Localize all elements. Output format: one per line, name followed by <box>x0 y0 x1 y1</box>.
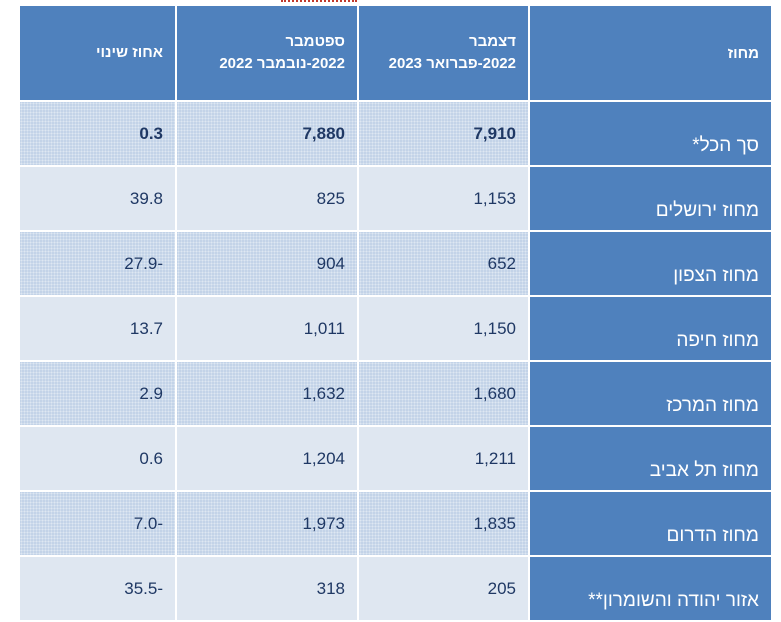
cell-district: מחוז המרכז <box>528 360 773 427</box>
cell-curr: 1,680 <box>357 360 530 427</box>
cell-prev: 1,632 <box>175 360 359 427</box>
cell-district: מחוז ירושלים <box>528 165 773 232</box>
top-decoration-mark <box>281 0 357 5</box>
header-period-previous-line2: 2022-נובמבר 2022 <box>219 55 345 72</box>
table-row-total: 0.3 7,880 7,910 סך הכל* <box>18 100 773 167</box>
cell-curr: 7,910 <box>357 100 530 167</box>
header-change-pct: אחוז שינוי <box>18 4 177 102</box>
cell-district: מחוז חיפה <box>528 295 773 362</box>
cell-district: מחוז תל אביב <box>528 425 773 492</box>
cell-change: 0.3 <box>18 100 177 167</box>
cell-prev: 825 <box>175 165 359 232</box>
cell-curr: 1,835 <box>357 490 530 557</box>
header-period-current-line1: דצמבר <box>469 33 516 50</box>
cell-curr: 1,153 <box>357 165 530 232</box>
cell-change: 27.9- <box>18 230 177 297</box>
header-period-current-line2: 2022-פברואר 2023 <box>388 55 516 72</box>
cell-curr: 1,211 <box>357 425 530 492</box>
cell-curr: 1,150 <box>357 295 530 362</box>
cell-district: מחוז הדרום <box>528 490 773 557</box>
header-row: אחוז שינוי ספטמבר 2022-נובמבר 2022 דצמבר… <box>18 4 773 102</box>
header-period-previous-line1: ספטמבר <box>285 33 345 50</box>
cell-district: סך הכל* <box>528 100 773 167</box>
cell-prev: 318 <box>175 555 359 622</box>
cell-curr: 205 <box>357 555 530 622</box>
table-row: 0.6 1,204 1,211 מחוז תל אביב <box>18 425 773 492</box>
cell-prev: 1,011 <box>175 295 359 362</box>
header-district: מחוז <box>528 4 773 102</box>
cell-change: 2.9 <box>18 360 177 427</box>
table-row: 2.9 1,632 1,680 מחוז המרכז <box>18 360 773 427</box>
cell-prev: 1,204 <box>175 425 359 492</box>
cell-district: אזור יהודה והשומרון** <box>528 555 773 622</box>
table-row: 13.7 1,011 1,150 מחוז חיפה <box>18 295 773 362</box>
table-row: 7.0- 1,973 1,835 מחוז הדרום <box>18 490 773 557</box>
cell-change: 13.7 <box>18 295 177 362</box>
table-row: 39.8 825 1,153 מחוז ירושלים <box>18 165 773 232</box>
table-row: 35.5- 318 205 אזור יהודה והשומרון** <box>18 555 773 622</box>
cell-change: 39.8 <box>18 165 177 232</box>
table-row: 27.9- 904 652 מחוז הצפון <box>18 230 773 297</box>
cell-prev: 904 <box>175 230 359 297</box>
district-data-table: אחוז שינוי ספטמבר 2022-נובמבר 2022 דצמבר… <box>18 4 773 622</box>
cell-prev: 7,880 <box>175 100 359 167</box>
cell-curr: 652 <box>357 230 530 297</box>
header-period-previous: ספטמבר 2022-נובמבר 2022 <box>175 4 359 102</box>
cell-district: מחוז הצפון <box>528 230 773 297</box>
cell-change: 35.5- <box>18 555 177 622</box>
cell-prev: 1,973 <box>175 490 359 557</box>
cell-change: 7.0- <box>18 490 177 557</box>
cell-change: 0.6 <box>18 425 177 492</box>
header-period-current: דצמבר 2022-פברואר 2023 <box>357 4 530 102</box>
